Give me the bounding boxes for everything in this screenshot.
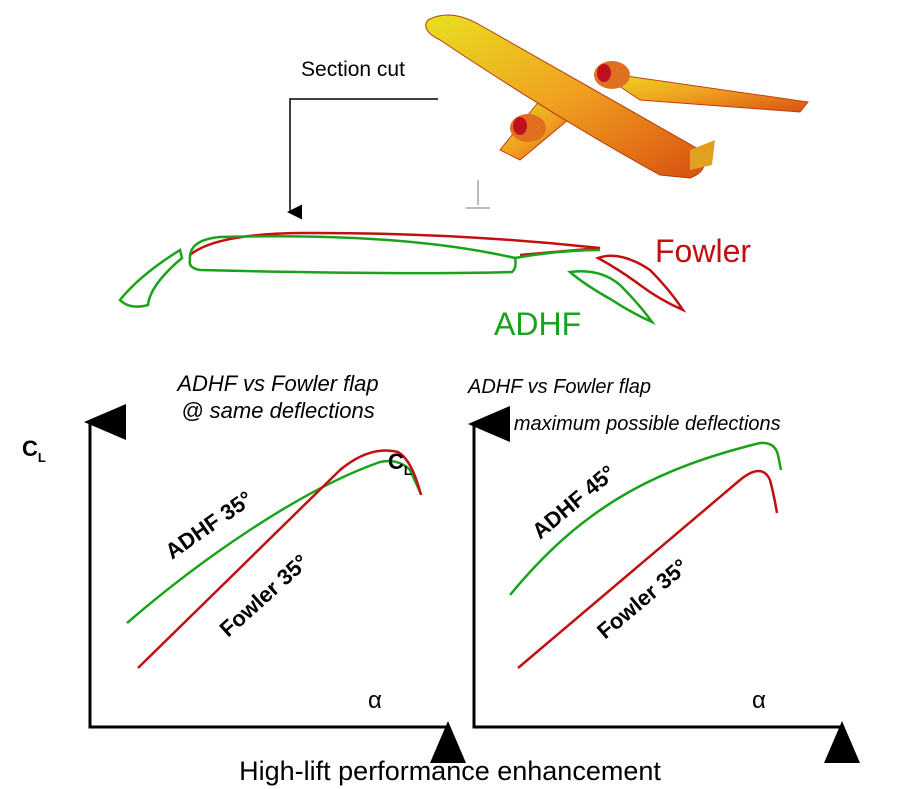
curve-label: Fowler 35°	[592, 554, 693, 644]
curve-label: Fowler 35°	[215, 549, 314, 641]
y-axis-symbol: C	[22, 436, 38, 461]
aircraft	[425, 14, 809, 209]
peak-subscript: L	[404, 463, 412, 478]
y-axis-subscript: L	[38, 450, 46, 465]
peak-label: CL	[388, 449, 412, 478]
axes	[84, 404, 466, 763]
peak-symbol: C	[388, 449, 404, 474]
section-arrow	[287, 98, 438, 220]
x-axis-label: α	[368, 687, 382, 714]
curve-fowler	[137, 449, 423, 669]
curve-fowler	[517, 469, 779, 669]
curve-adhf	[126, 459, 423, 624]
airfoil-sections	[118, 231, 687, 326]
panel-subtitle: @ same deflections	[181, 398, 375, 423]
y-axis-label: CL	[22, 436, 46, 465]
axes	[468, 406, 860, 763]
panel-title: ADHF vs Fowler flap	[467, 376, 651, 398]
panel-title: ADHF vs Fowler flap	[175, 371, 378, 396]
fowler-label: Fowler	[655, 233, 751, 269]
adhf-label: ADHF	[494, 306, 581, 342]
panel-subtitle: @ maximum possible deflections	[488, 413, 781, 435]
x-axis-label: α	[752, 687, 766, 714]
caption: High-lift performance enhancement	[239, 756, 661, 786]
section-cut-label: Section cut	[301, 58, 405, 81]
curve-adhf	[509, 441, 783, 596]
curve-label: ADHF 35°	[161, 486, 258, 564]
